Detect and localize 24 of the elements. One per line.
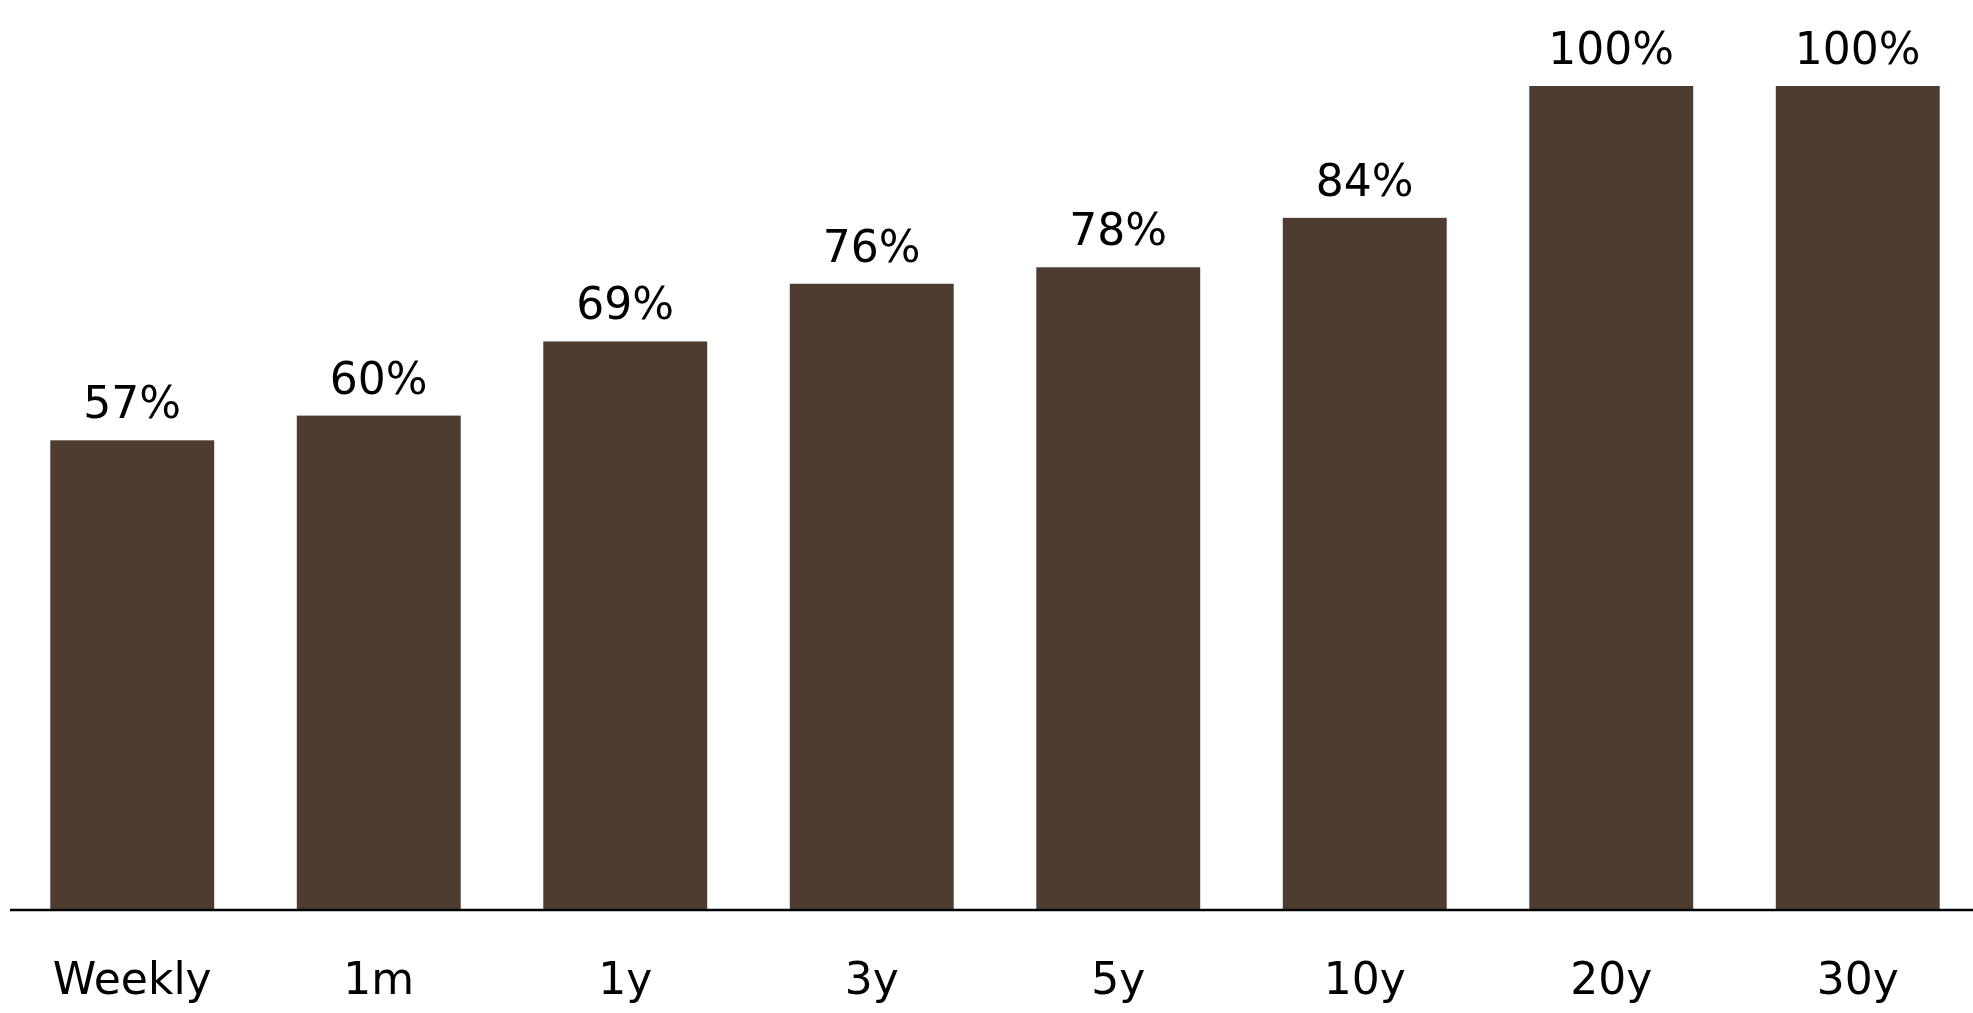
- bar: [1282, 217, 1447, 910]
- data-label: 100%: [1548, 23, 1675, 74]
- bar: [296, 415, 461, 910]
- x-tick-label: 30y: [1816, 953, 1899, 1004]
- data-label: 57%: [83, 377, 182, 429]
- bar: [1036, 267, 1201, 910]
- x-tick-label: 20y: [1570, 953, 1653, 1004]
- bar: [50, 440, 215, 910]
- x-tick-label: 3y: [844, 953, 899, 1004]
- bar: [1529, 86, 1694, 910]
- x-tick-label: 1m: [343, 953, 415, 1004]
- bar: [789, 283, 954, 910]
- data-label: 69%: [576, 278, 675, 330]
- data-label: 76%: [822, 220, 921, 272]
- x-tick-label: 5y: [1091, 953, 1146, 1004]
- data-label: 100%: [1794, 23, 1921, 74]
- data-label: 78%: [1069, 204, 1168, 256]
- x-tick-label: Weekly: [52, 953, 212, 1004]
- data-label: 60%: [329, 352, 428, 404]
- data-label: 84%: [1315, 154, 1414, 206]
- x-tick-label: 10y: [1323, 953, 1406, 1004]
- bar: [543, 341, 708, 910]
- bar: [1775, 86, 1940, 910]
- x-tick-label: 1y: [598, 953, 653, 1004]
